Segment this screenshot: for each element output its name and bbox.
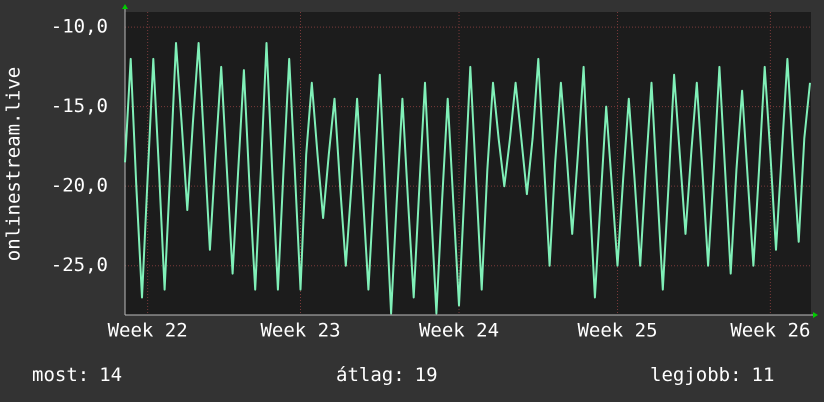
y-tick-label: -20,0 <box>51 175 108 197</box>
y-tick-label: -15,0 <box>51 95 108 117</box>
y-tick-label: -25,0 <box>51 254 108 276</box>
stat: legjobb: 11 <box>650 364 774 386</box>
stat-label: legjobb: <box>650 364 742 386</box>
data-line <box>124 42 811 315</box>
axis-arrow <box>813 312 818 318</box>
stat-value: 19 <box>415 364 438 386</box>
stat-label: átlag: <box>336 364 405 386</box>
stat-value: 11 <box>752 364 775 386</box>
x-tick-label: Week 25 <box>577 320 657 342</box>
x-tick-label: Week 24 <box>419 320 499 342</box>
y-tick-label: -10,0 <box>51 16 108 38</box>
stat-label: most: <box>32 364 89 386</box>
stat-value: 14 <box>99 364 122 386</box>
plot-area <box>125 12 811 315</box>
stat: átlag: 19 <box>336 364 438 386</box>
axis-arrow <box>122 4 128 9</box>
x-tick-label: Week 26 <box>730 320 810 342</box>
x-tick-label: Week 23 <box>260 320 340 342</box>
x-tick-label: Week 22 <box>108 320 188 342</box>
stat: most: 14 <box>32 364 122 386</box>
y-axis-label: onlinestream.live <box>3 67 25 261</box>
